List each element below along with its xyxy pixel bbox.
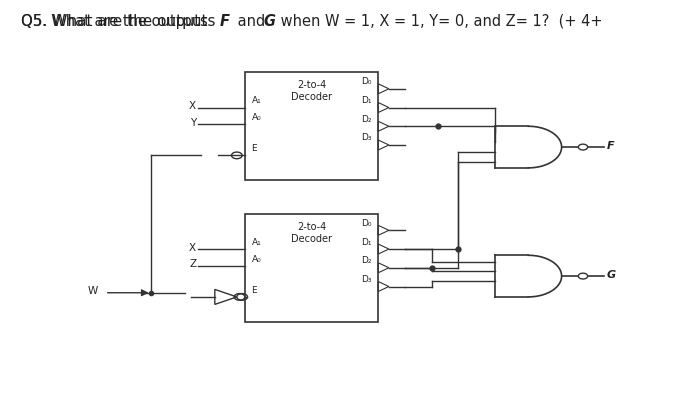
Text: A₁: A₁ [252,238,261,247]
Text: 2-to-4
Decoder: 2-to-4 Decoder [291,222,332,243]
Text: X: X [189,101,196,111]
Text: D₂: D₂ [361,256,371,265]
Text: D₀: D₀ [361,77,371,86]
Text: 2-to-4
Decoder: 2-to-4 Decoder [291,80,332,102]
Text: W: W [88,287,98,297]
Text: Y: Y [190,118,196,128]
Text: A₁: A₁ [252,96,261,106]
Text: D₀: D₀ [361,219,371,228]
Text: Q5. What are the outputs: Q5. What are the outputs [21,14,213,29]
FancyBboxPatch shape [245,72,378,180]
Text: D₃: D₃ [361,275,371,284]
Text: E: E [252,286,257,295]
Text: Z: Z [189,259,196,269]
Text: D₁: D₁ [361,96,371,105]
FancyBboxPatch shape [245,214,378,322]
Text: F: F [220,14,230,29]
Text: G: G [606,270,616,280]
Text: A₀: A₀ [252,255,261,264]
Text: D₃: D₃ [361,134,371,142]
Text: E: E [252,144,257,153]
Text: Q5. What are the outputs: Q5. What are the outputs [21,14,221,29]
Text: A₀: A₀ [252,113,261,122]
Text: and: and [233,14,270,29]
Text: G: G [263,14,276,29]
Text: X: X [189,243,196,253]
Text: when W = 1, X = 1, Y= 0, and Z= 1?  (+ 4+: when W = 1, X = 1, Y= 0, and Z= 1? (+ 4+ [276,14,602,29]
Text: D₁: D₁ [361,238,371,246]
Text: D₂: D₂ [361,115,371,124]
Text: F: F [606,141,614,151]
